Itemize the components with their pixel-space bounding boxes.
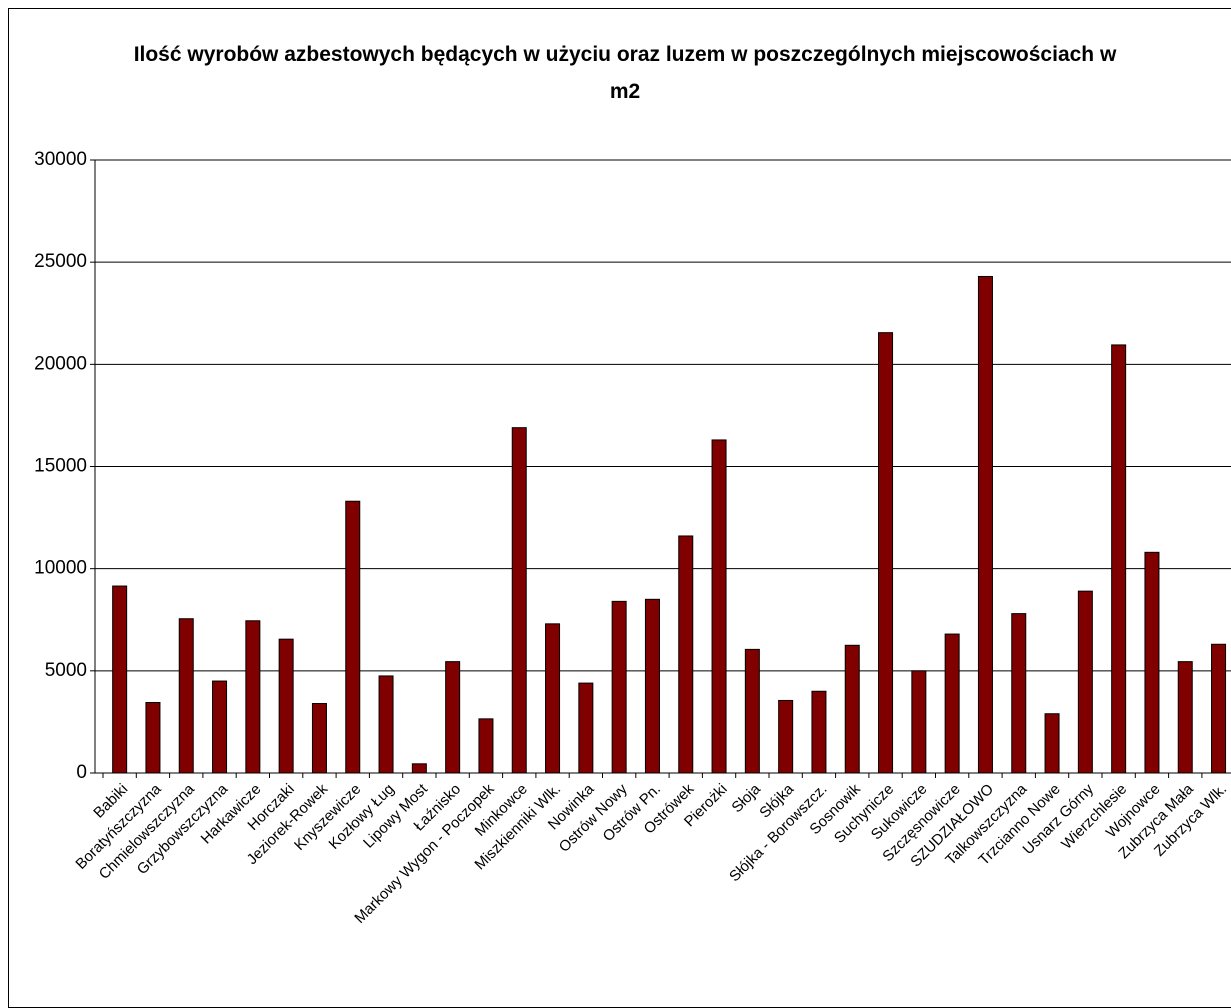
bar [744, 648, 760, 774]
bar [1044, 713, 1060, 774]
bar [278, 638, 294, 774]
bar [545, 623, 561, 774]
bar [1211, 643, 1227, 774]
bar [1011, 613, 1027, 774]
bar [811, 690, 827, 774]
bar [212, 680, 228, 774]
bar [511, 427, 527, 774]
bar [611, 600, 627, 774]
bar [178, 618, 194, 774]
bar [778, 699, 794, 774]
y-tick-label: 0 [76, 762, 87, 783]
bar [112, 585, 128, 774]
bar [1144, 551, 1160, 774]
bar [678, 535, 694, 774]
bar [944, 633, 960, 774]
bar [445, 661, 461, 774]
chart-title: Ilość wyrobów azbestowych będących w uży… [133, 43, 1117, 103]
bar [644, 598, 660, 774]
bar [311, 703, 327, 774]
bar [345, 500, 361, 774]
y-tick-label: 10000 [34, 558, 87, 579]
bar [977, 275, 993, 774]
bar [1077, 590, 1093, 774]
bar [711, 439, 727, 774]
bar [578, 682, 594, 774]
y-tick-label: 15000 [34, 456, 87, 477]
bar [378, 675, 394, 774]
y-tick-label: 20000 [34, 353, 87, 374]
bar [1111, 344, 1127, 774]
bar [844, 644, 860, 774]
bar [1177, 661, 1193, 774]
y-tick-label: 25000 [34, 251, 87, 272]
y-tick-label: 30000 [34, 149, 87, 170]
bar [411, 763, 427, 774]
bar [145, 702, 161, 774]
bar [878, 332, 894, 774]
bar [911, 670, 927, 774]
y-tick-label: 5000 [45, 660, 87, 681]
bar [245, 620, 261, 774]
bar [478, 718, 494, 774]
